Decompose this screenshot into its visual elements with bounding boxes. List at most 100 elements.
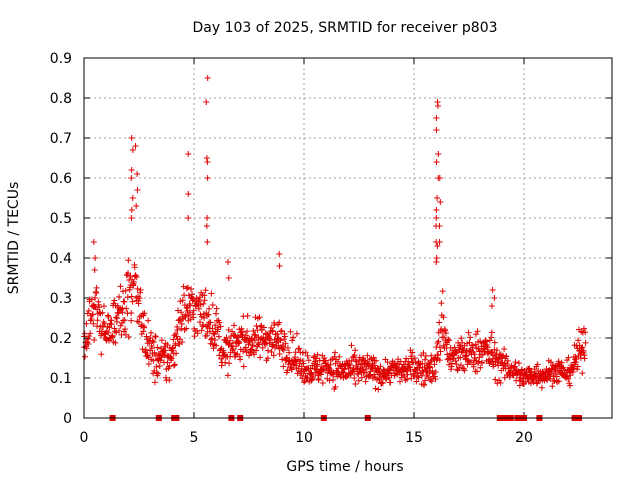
spike-point (489, 287, 496, 293)
spike-point (433, 115, 440, 121)
data-point (162, 374, 169, 381)
data-point (229, 340, 236, 347)
data-point (286, 349, 293, 356)
data-point (151, 349, 158, 356)
data-point (361, 369, 368, 376)
data-point (108, 321, 115, 328)
data-point (560, 364, 567, 371)
spike-point (203, 223, 210, 229)
data-point (137, 286, 144, 293)
data-point (565, 354, 572, 361)
data-point (87, 330, 94, 337)
data-point (474, 328, 481, 335)
data-point (486, 337, 493, 344)
data-point (475, 358, 482, 365)
data-point (467, 334, 474, 341)
data-point (229, 328, 236, 335)
data-point (121, 317, 128, 324)
data-point (178, 320, 185, 327)
data-point (292, 357, 299, 364)
data-point (512, 359, 519, 366)
spike-point (92, 255, 99, 261)
data-point (183, 305, 190, 312)
data-point (421, 356, 428, 363)
data-point (472, 331, 479, 338)
x-axis-label: GPS time / hours (286, 459, 403, 475)
data-point (369, 361, 376, 368)
data-point (81, 330, 88, 337)
data-point (85, 333, 92, 340)
data-point (117, 322, 124, 329)
data-point (149, 337, 156, 344)
data-point (438, 300, 445, 307)
data-point (278, 328, 285, 335)
data-point (443, 330, 450, 337)
data-point (208, 290, 215, 297)
spike-point (185, 215, 192, 221)
data-point (145, 361, 152, 368)
data-point (276, 319, 283, 326)
data-point (164, 359, 171, 366)
spike-point (134, 187, 141, 193)
data-point (211, 337, 218, 344)
data-point (131, 264, 138, 271)
data-point (567, 372, 574, 379)
spike-point (133, 203, 140, 209)
data-point (190, 314, 197, 321)
data-point (410, 370, 417, 377)
data-point (373, 357, 380, 364)
x-tick-label: 5 (190, 430, 199, 446)
data-point (153, 363, 160, 370)
data-point (125, 333, 132, 340)
data-point (98, 351, 105, 358)
data-point (253, 347, 260, 354)
data-point (467, 347, 474, 354)
data-point (322, 357, 329, 364)
data-point (183, 325, 190, 332)
data-point (290, 334, 297, 341)
data-point (504, 360, 511, 367)
data-point (372, 373, 379, 380)
data-point (190, 307, 197, 314)
spike-point (203, 99, 210, 105)
y-tick-label: 0.6 (50, 171, 72, 187)
spike-point (128, 175, 135, 181)
data-point (428, 378, 435, 385)
data-point (88, 316, 95, 323)
data-point (225, 326, 232, 333)
data-point (440, 314, 447, 321)
data-point (355, 371, 362, 378)
data-point (250, 328, 257, 335)
data-point (168, 357, 175, 364)
data-point (151, 379, 158, 386)
data-point (413, 378, 420, 385)
data-point (191, 333, 198, 340)
data-point (263, 340, 270, 347)
data-point (534, 361, 541, 368)
data-point (231, 322, 238, 329)
data-point (186, 309, 193, 316)
data-point (290, 361, 297, 368)
data-point (479, 351, 486, 358)
y-axis-label: SRMTID / TECUs (6, 182, 22, 295)
data-point (545, 368, 552, 375)
data-point (534, 379, 541, 386)
data-point (284, 344, 291, 351)
y-tick-label: 0.8 (50, 91, 72, 107)
data-point (479, 360, 486, 367)
data-point (213, 342, 220, 349)
data-point (88, 296, 95, 303)
data-point (119, 309, 126, 316)
data-point (135, 318, 142, 325)
spike-point (435, 151, 442, 157)
data-point (358, 374, 365, 381)
data-point (416, 365, 423, 372)
data-point (257, 354, 264, 361)
spike-point (488, 303, 495, 309)
data-point (473, 368, 480, 375)
data-point (553, 373, 560, 380)
data-point (305, 357, 312, 364)
data-point (504, 357, 511, 364)
spike-point (185, 151, 192, 157)
